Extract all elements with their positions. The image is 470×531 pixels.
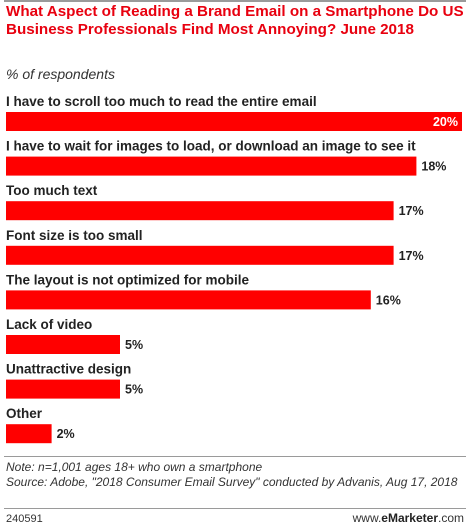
top-rule <box>4 0 466 2</box>
category-label: Lack of video <box>6 317 92 332</box>
value-label: 17% <box>399 204 424 218</box>
bar <box>6 424 52 444</box>
footer-rule <box>4 508 466 509</box>
value-label: 5% <box>125 383 143 397</box>
bar <box>6 112 462 131</box>
bottom-rule <box>4 456 466 457</box>
value-label: 2% <box>57 427 75 441</box>
bar <box>6 156 417 176</box>
category-label: I have to wait for images to load, or do… <box>6 139 416 154</box>
value-label: 17% <box>399 249 424 263</box>
category-label: Font size is too small <box>6 228 143 243</box>
value-label: 5% <box>125 338 143 352</box>
bar <box>6 335 120 354</box>
source-text: Source: Adobe, "2018 Consumer Email Surv… <box>6 474 458 489</box>
note-text: Note: n=1,001 ages 18+ who own a smartph… <box>6 460 263 474</box>
chart-notes: Note: n=1,001 ages 18+ who own a smartph… <box>6 460 464 489</box>
category-label: Unattractive design <box>6 362 131 377</box>
category-label: I have to scroll too much to read the en… <box>6 94 317 109</box>
value-label: 20% <box>433 115 458 129</box>
chart-title: What Aspect of Reading a Brand Email on … <box>6 3 464 38</box>
category-label: Too much text <box>6 183 98 198</box>
category-label: The layout is not optimized for mobile <box>6 272 249 287</box>
value-label: 16% <box>376 293 401 307</box>
bar-chart: I have to scroll too much to read the en… <box>6 94 462 444</box>
logo-prefix: www. <box>352 511 382 525</box>
bar <box>6 201 394 221</box>
bar <box>6 245 394 265</box>
chart-subtitle: % of respondents <box>6 66 115 82</box>
bar <box>6 379 120 399</box>
value-label: 18% <box>421 160 446 174</box>
chart-id: 240591 <box>6 513 43 525</box>
emarketer-logo[interactable]: www.eMarketer.com <box>353 511 464 525</box>
logo-brand: eMarketer <box>381 511 438 525</box>
bar <box>6 290 371 310</box>
category-label: Other <box>6 406 43 421</box>
logo-suffix: .com <box>437 511 464 525</box>
